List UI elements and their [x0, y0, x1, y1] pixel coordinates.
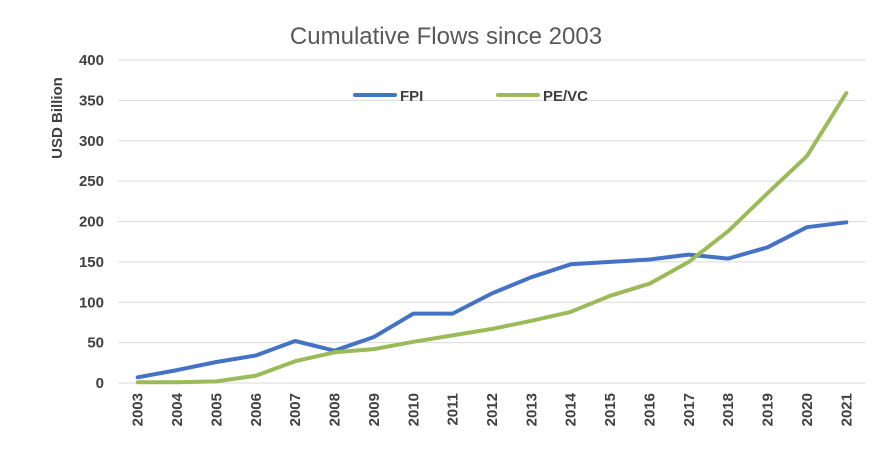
x-tick-label: 2010	[405, 393, 422, 426]
y-tick-label: 200	[79, 214, 104, 231]
y-tick-label: 0	[96, 375, 104, 392]
x-tick-label: 2007	[287, 393, 304, 426]
series-line-0	[135, 220, 849, 380]
x-tick-label: 2019	[760, 393, 777, 426]
x-tick-label: 2020	[799, 393, 816, 426]
x-tick-label: 2017	[681, 393, 698, 426]
y-tick-label: 50	[87, 335, 104, 352]
x-tick-label: 2015	[602, 393, 619, 426]
y-tick-label: 350	[79, 92, 104, 109]
legend: FPI PE/VC	[353, 88, 588, 105]
x-axis-ticks: 2003 2004 2005 2006 2007 2008 2009 2010 2011 2012…	[130, 392, 856, 426]
gridlines	[118, 59, 866, 384]
x-tick-label: 2021	[838, 393, 855, 426]
series-line-1	[135, 91, 849, 385]
series-lines	[135, 91, 849, 385]
x-tick-label: 2004	[169, 392, 186, 426]
y-tick-label: 250	[79, 173, 104, 190]
y-axis-label: USD Billion	[49, 77, 66, 159]
x-tick-label: 2003	[130, 393, 147, 426]
legend-label-1: PE/VC	[543, 88, 588, 105]
x-tick-label: 2005	[208, 393, 225, 426]
y-tick-label: 300	[79, 133, 104, 150]
chart-title: Cumulative Flows since 2003	[290, 23, 602, 50]
x-tick-label: 2013	[523, 393, 540, 426]
y-tick-label: 150	[79, 254, 104, 271]
x-tick-label: 2018	[720, 393, 737, 426]
x-tick-label: 2012	[484, 393, 501, 426]
y-tick-label: 100	[79, 294, 104, 311]
x-tick-label: 2011	[445, 393, 462, 426]
x-tick-label: 2014	[563, 392, 580, 426]
y-tick-label: 400	[79, 52, 104, 69]
x-tick-label: 2006	[248, 393, 265, 426]
x-tick-label: 2008	[327, 393, 344, 426]
legend-label-0: FPI	[400, 88, 423, 105]
x-tick-label: 2009	[366, 393, 383, 426]
y-axis-ticks: 0 50 100 150 200 250 300 350 400	[79, 52, 104, 392]
x-tick-label: 2016	[641, 393, 658, 426]
